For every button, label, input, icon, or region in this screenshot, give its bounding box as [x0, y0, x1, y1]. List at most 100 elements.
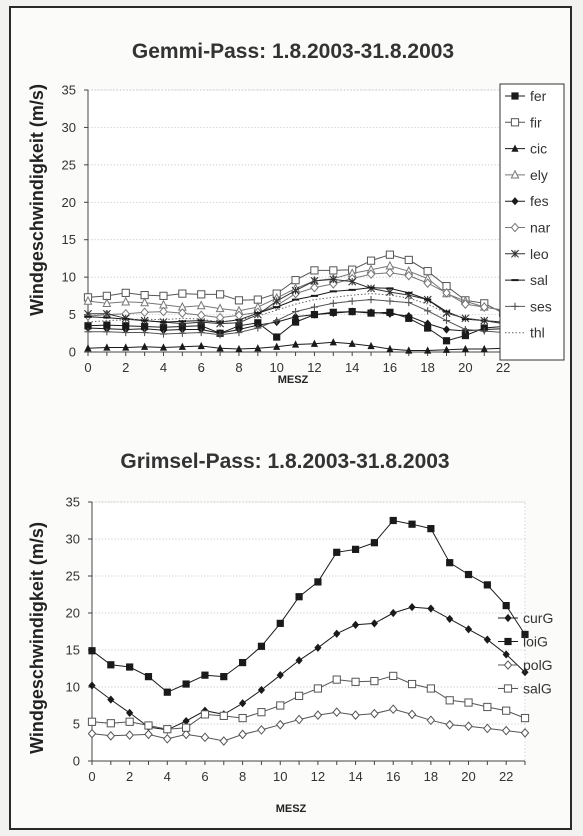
chart-grimsel-point-loiG: [182, 680, 190, 688]
chart-gemmi-point-ses: [405, 298, 413, 307]
chart-gemmi-point-cic: [329, 338, 337, 346]
chart-grimsel-point-loiG: [370, 539, 378, 547]
chart-gemmi-point-fes: [348, 307, 356, 316]
chart-grimsel-point-curG: [314, 643, 322, 652]
chart-gemmi-point-nar: [178, 308, 187, 318]
chart-grimsel-point-salG: [200, 710, 210, 719]
chart-gemmi-point-ses: [216, 331, 224, 339]
chart-gemmi-point-nar: [366, 269, 376, 280]
chart-grimsel-point-polG: [388, 704, 398, 715]
chart-gemmi-point-fes: [141, 324, 149, 333]
chart-gemmi-xtick-label: 12: [307, 360, 321, 375]
chart-gemmi-legend-label-fes: fes: [530, 193, 549, 209]
chart-gemmi-point-ses: [273, 316, 281, 325]
chart-grimsel-legend-marker-salG: [503, 684, 513, 693]
chart-grimsel-series-polG: [87, 704, 530, 746]
chart-grimsel-point-polG: [483, 723, 492, 734]
chart-gemmi-xtick-label: 16: [383, 360, 397, 375]
figure-frame: Gemmi-Pass: 1.8.2003-31.8.2003 Windgesch…: [9, 6, 572, 830]
chart-grimsel-point-salG: [144, 721, 153, 730]
chart-grimsel-xtick-label: 18: [424, 769, 438, 784]
chart-gemmi-point-ses: [480, 327, 488, 335]
chart-gemmi-legend-label-ses: ses: [530, 298, 552, 314]
chart-grimsel-ytick-label: 15: [66, 643, 80, 658]
chart-gemmi-xtick-label: 6: [198, 360, 205, 375]
chart-grimsel-point-polG: [238, 729, 247, 740]
chart-gemmi-xtick-label: 0: [84, 360, 91, 375]
chart-gemmi-legend-label-leo: leo: [530, 246, 549, 262]
chart-gemmi-xtick-label: 14: [345, 360, 359, 375]
chart-grimsel-series-salG: [87, 671, 530, 734]
chart-grimsel-ytick-label: 10: [66, 680, 80, 695]
chart-grimsel-xtick-label: 4: [164, 769, 171, 784]
chart-grimsel-point-loiG: [502, 602, 510, 610]
chart-grimsel-point-polG: [219, 736, 229, 746]
chart-gemmi-point-cic: [480, 344, 488, 353]
chart-grimsel-point-polG: [87, 728, 97, 739]
chart-gemmi-xtick-label: 4: [160, 360, 167, 375]
chart-grimsel-point-polG: [464, 721, 473, 732]
chart-grimsel-point-loiG: [220, 673, 228, 681]
chart-grimsel-point-polG: [407, 709, 417, 720]
chart-gemmi-ytick-label: 35: [62, 83, 76, 98]
chart-gemmi-point-ely: [140, 297, 150, 307]
chart-gemmi-point-ses: [197, 328, 205, 337]
chart-gemmi-point-nar: [159, 306, 168, 317]
chart-grimsel-point-loiG: [126, 663, 134, 671]
chart-gemmi-point-fir: [215, 290, 225, 299]
chart-gemmi-legend-marker-fer: [511, 92, 519, 100]
chart-gemmi-point-fes: [84, 323, 92, 333]
chart-grimsel-point-loiG: [521, 630, 529, 639]
chart-gemmi-point-cic: [273, 342, 281, 350]
chart-gemmi-point-ses: [254, 324, 262, 332]
chart-grimsel-xlabel: MESZ: [276, 803, 307, 815]
chart-grimsel-point-loiG: [464, 570, 473, 579]
chart-gemmi-xtick-label: 20: [458, 360, 472, 375]
chart-grimsel-point-polG: [294, 714, 304, 725]
chart-gemmi-point-ses: [103, 328, 111, 336]
chart-gemmi-point-ses: [141, 328, 149, 337]
chart-gemmi-point-cic: [235, 344, 243, 353]
chart-gemmi-point-ses: [178, 329, 186, 337]
chart-grimsel-plot-area: [91, 501, 526, 762]
chart-gemmi-point-ses: [386, 297, 394, 305]
chart-gemmi-point-leo: [348, 277, 357, 286]
chart-grimsel-legend-label-salG: salG: [523, 681, 552, 697]
chart-grimsel-point-loiG: [257, 642, 266, 650]
chart-gemmi-legend-marker-fir: [510, 118, 520, 127]
chart-grimsel-legend-marker-loiG: [504, 637, 512, 646]
chart-gemmi-point-nar: [423, 278, 432, 288]
chart-gemmi-legend-marker-leo: [511, 249, 519, 258]
chart-grimsel-point-salG: [351, 677, 360, 686]
chart-gemmi-legend-label-fer: fer: [530, 88, 547, 104]
chart-grimsel-point-polG: [163, 733, 172, 744]
chart-grimsel-point-salG: [276, 701, 285, 710]
chart-grimsel-point-loiG: [201, 671, 209, 679]
chart-grimsel-point-polG: [313, 710, 323, 720]
chart-grimsel-point-salG: [182, 723, 191, 732]
chart-grimsel-point-salG: [219, 711, 228, 720]
chart-grimsel-point-salG: [257, 708, 266, 717]
chart-gemmi-legend-marker-ely: [510, 169, 520, 179]
chart-gemmi-point-fes: [291, 312, 300, 321]
chart-gemmi-point-fer: [424, 324, 432, 332]
chart-gemmi-legend-label-fir: fir: [530, 114, 542, 130]
chart-grimsel-point-salG: [464, 698, 473, 707]
chart-gemmi-point-fes: [329, 308, 337, 318]
chart-grimsel-point-polG: [426, 715, 436, 726]
chart-grimsel-point-salG: [163, 725, 172, 734]
chart-gemmi-point-fir: [121, 288, 130, 297]
chart-gemmi-point-ses: [367, 296, 375, 304]
chart-gemmi-point-cic: [122, 343, 130, 351]
chart-grimsel-point-salG: [407, 679, 417, 689]
chart-gemmi-xlabel: MESZ: [278, 374, 309, 386]
chart-gemmi-point-fes: [405, 311, 413, 321]
chart-gemmi-point-fir: [385, 250, 395, 259]
chart-grimsel-point-curG: [521, 668, 529, 677]
chart-grimsel-point-loiG: [144, 673, 153, 681]
chart-grimsel-point-loiG: [351, 545, 360, 553]
chart-gemmi-point-ses: [442, 316, 451, 325]
chart-gemmi-legend-marker-ses: [511, 302, 519, 310]
chart-grimsel-point-curG: [295, 656, 303, 665]
chart-grimsel-point-loiG: [88, 647, 96, 655]
